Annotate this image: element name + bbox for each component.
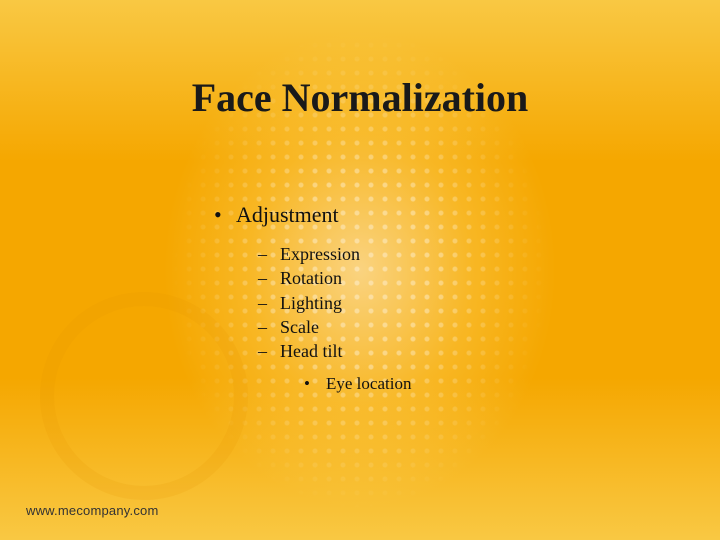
bullet-list-level3: Eye location [304, 373, 534, 396]
list-item-label: Adjustment [236, 202, 339, 227]
slide-content: Adjustment Expression Rotation Lighting … [204, 196, 544, 408]
list-item-label: Lighting [280, 293, 342, 313]
list-item-label: Rotation [280, 268, 342, 288]
footer-url: www.mecompany.com [26, 503, 158, 518]
list-item: Scale [258, 315, 534, 339]
bullet-list-level2: Expression Rotation Lighting Scale Head … [258, 242, 534, 396]
list-item: Head tilt Eye location [258, 339, 534, 396]
list-item: Expression [258, 242, 534, 266]
list-item: Lighting [258, 291, 534, 315]
list-item: Rotation [258, 266, 534, 290]
slide-title: Face Normalization [0, 74, 720, 121]
list-item: Adjustment Expression Rotation Lighting … [214, 202, 534, 396]
bullet-list-level1: Adjustment Expression Rotation Lighting … [214, 202, 534, 396]
list-item-label: Eye location [326, 374, 411, 393]
list-item: Eye location [304, 373, 534, 396]
list-item-label: Expression [280, 244, 360, 264]
list-item-label: Scale [280, 317, 319, 337]
list-item-label: Head tilt [280, 341, 342, 361]
